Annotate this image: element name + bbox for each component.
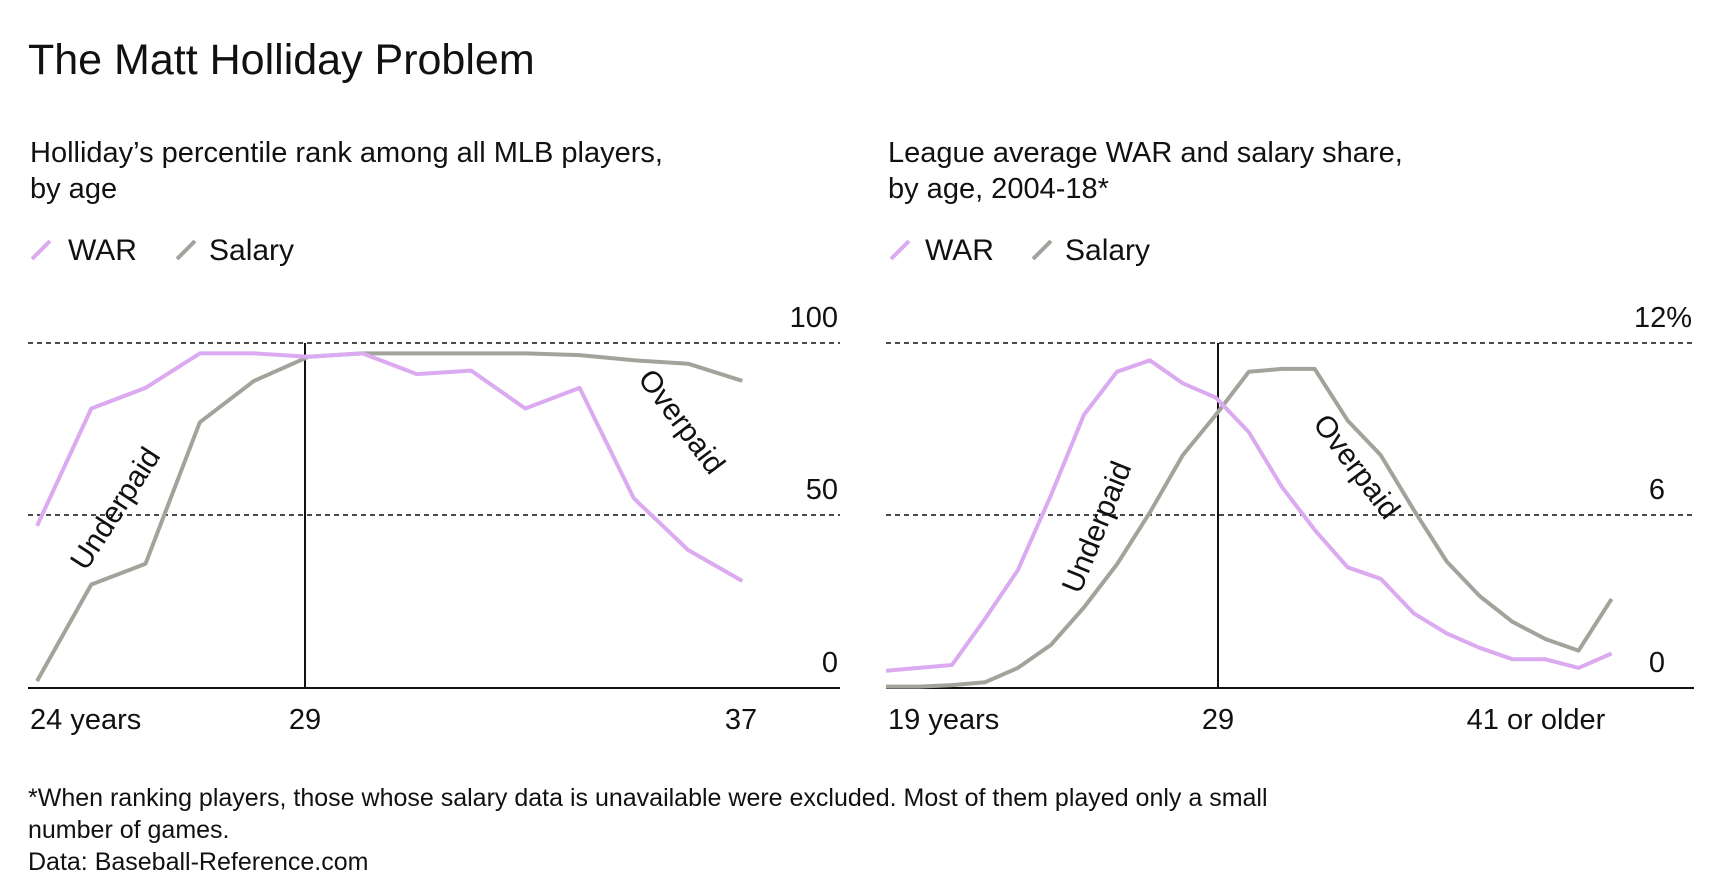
- left-legend-salary-swatch: [175, 239, 197, 261]
- left-x-tick-29: 29: [289, 704, 321, 736]
- footnote-line2: number of games.: [28, 816, 230, 844]
- left-legend-war-label: WAR: [68, 234, 137, 267]
- left-subtitle-line2: by age: [30, 173, 117, 205]
- right-underpaid-annotation: Underpaid: [1056, 457, 1138, 598]
- right-x-tick-41: 41 or older: [1467, 704, 1606, 736]
- left-war-line: [35, 351, 744, 583]
- right-y-tick-12: 12%: [1634, 302, 1692, 334]
- right-x-tick-19: 19 years: [888, 704, 999, 736]
- left-y-tick-100: 100: [790, 302, 838, 334]
- left-subtitle-line1: Holliday’s percentile rank among all MLB…: [30, 137, 663, 169]
- right-legend-war-label: WAR: [925, 234, 994, 267]
- left-legend-war-swatch: [30, 239, 52, 261]
- left-x-tick-37: 37: [725, 704, 757, 736]
- left-overpaid-annotation: Overpaid: [631, 363, 731, 480]
- right-panel: League average WAR and salary share, by …: [885, 137, 1694, 736]
- right-salary-line: [886, 366, 1614, 689]
- left-legend-salary-label: Salary: [209, 234, 294, 267]
- right-x-tick-29: 29: [1202, 704, 1234, 736]
- right-subtitle-line2: by age, 2004-18*: [888, 173, 1109, 205]
- right-legend-salary-label: Salary: [1065, 234, 1150, 267]
- footnote-line1: *When ranking players, those whose salar…: [28, 784, 1268, 812]
- right-subtitle-line1: League average WAR and salary share,: [888, 137, 1403, 169]
- left-salary-line: [35, 351, 743, 683]
- right-war-line: [885, 358, 1613, 673]
- left-x-tick-24: 24 years: [30, 704, 141, 736]
- left-underpaid-annotation: Underpaid: [64, 442, 167, 576]
- right-y-tick-6: 6: [1649, 474, 1665, 506]
- left-panel: Holliday’s percentile rank among all MLB…: [28, 137, 840, 736]
- right-y-tick-0: 0: [1649, 647, 1665, 679]
- source-note: Data: Baseball-Reference.com: [28, 848, 368, 876]
- left-y-tick-0: 0: [822, 647, 838, 679]
- right-legend-salary-swatch: [1031, 239, 1053, 261]
- left-y-tick-50: 50: [806, 474, 838, 506]
- right-legend-war-swatch: [889, 239, 911, 261]
- chart-title: The Matt Holliday Problem: [28, 36, 535, 84]
- right-overpaid-annotation: Overpaid: [1306, 408, 1406, 525]
